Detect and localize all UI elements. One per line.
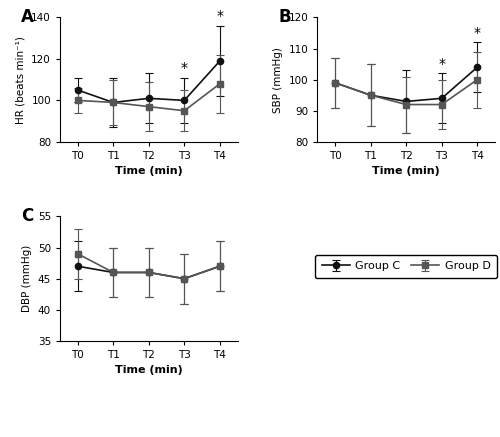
Text: *: * xyxy=(438,58,445,72)
Text: C: C xyxy=(21,207,33,225)
Text: *: * xyxy=(474,26,480,40)
Y-axis label: HR (beats min⁻¹): HR (beats min⁻¹) xyxy=(16,36,26,124)
Text: *: * xyxy=(216,10,224,24)
Text: *: * xyxy=(181,61,188,75)
Legend: Group C, Group D: Group C, Group D xyxy=(315,255,498,278)
Text: B: B xyxy=(278,7,291,25)
Text: A: A xyxy=(21,7,34,25)
Y-axis label: DBP (mmHg): DBP (mmHg) xyxy=(22,245,32,312)
X-axis label: Time (min): Time (min) xyxy=(115,365,182,375)
X-axis label: Time (min): Time (min) xyxy=(115,166,182,177)
X-axis label: Time (min): Time (min) xyxy=(372,166,440,177)
Y-axis label: SBP (mmHg): SBP (mmHg) xyxy=(273,47,283,113)
